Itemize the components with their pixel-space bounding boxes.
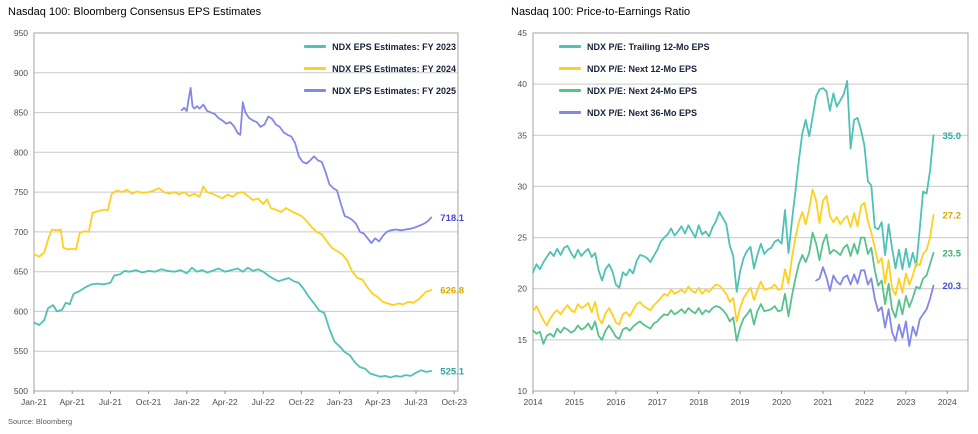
legend-line-swatch [304,45,327,48]
x-tick-label: Jan-23 [327,397,353,407]
eps-estimates-legend: NDX EPS Estimates: FY 2023 NDX EPS Estima… [304,41,456,96]
y-tick-label: 600 [14,306,28,316]
legend-item: NDX P/E: Next 24-Mo EPS [559,85,697,96]
x-tick-label: 2023 [896,397,915,407]
x-tick-label: Jan-21 [21,397,47,407]
x-tick-label: 2022 [855,397,874,407]
series-end-label: 27.2 [943,211,962,222]
source-note: Source: Bloomberg [8,417,73,426]
x-tick-label: 2021 [814,397,833,407]
x-tick-label: 2017 [648,397,667,407]
series-line [815,266,935,347]
x-tick-label: 2014 [524,397,543,407]
y-tick-label: 750 [14,187,28,197]
x-tick-label: Jul-22 [252,397,275,407]
x-tick-label: 2019 [731,397,750,407]
y-tick-label: 500 [14,386,28,396]
y-tick-label: 550 [14,346,28,356]
legend-label: NDX EPS Estimates: FY 2023 [332,41,456,52]
legend-label: NDX EPS Estimates: FY 2024 [332,63,456,74]
y-tick-label: 700 [14,227,28,237]
legend-item: NDX P/E: Next 36-Mo EPS [559,107,697,118]
series-end-label: 20.3 [943,281,962,292]
y-tick-label: 40 [518,79,528,89]
legend-item: NDX EPS Estimates: FY 2024 [304,63,456,74]
pe-ratio-chart-panel: Nasdaq 100: Price-to-Earnings Ratio 10 15… [489,0,978,434]
x-tick-label: Jan-22 [174,397,200,407]
y-tick-label: 30 [518,181,528,191]
y-tick-label: 950 [14,28,28,38]
legend-label: NDX P/E: Next 24-Mo EPS [587,85,698,96]
series-line [33,185,433,307]
legend-label: NDX EPS Estimates: FY 2025 [332,85,456,96]
y-tick-label: 35 [518,130,528,140]
series-line [532,231,935,345]
eps-estimates-chart-panel: Nasdaq 100: Bloomberg Consensus EPS Esti… [8,6,467,426]
chart-title-eps-estimates: Nasdaq 100: Bloomberg Consensus EPS Esti… [8,6,262,18]
legend-line-swatch [559,111,581,114]
legend-label: NDX P/E: Next 12-Mo EPS [587,63,698,74]
series-end-label: 718.1 [440,213,464,224]
x-tick-label: Apr-22 [212,397,238,407]
x-tick-label: Apr-21 [59,397,85,407]
y-tick-label: 25 [518,233,528,243]
plot-frame [33,32,459,392]
y-tick-label: 900 [14,68,28,78]
y-tick-label: 650 [14,267,28,277]
legend-line-swatch [559,67,581,70]
x-tick-label: Jul-21 [99,397,122,407]
legend-item: NDX EPS Estimates: FY 2023 [304,41,456,52]
series-end-label: 525.1 [440,367,464,378]
series-line [532,80,935,293]
series-end-label: 626.8 [440,286,464,297]
pe-ratio-chart: 10 15 20 25 30 35 40 45 2014 2015 2016 2017 2018 2019… [518,28,969,407]
series-end-label: 23.5 [943,248,962,259]
pe-ratio-legend: NDX P/E: Trailing 12-Mo EPS NDX P/E: Next… [559,41,710,118]
x-tick-label: 2016 [606,397,625,407]
eps-estimates-chart: 500 550 600 650 700 750 800 850 900 950 Jan-21 Apr-… [14,28,467,407]
chart-title-pe-ratio: Nasdaq 100: Price-to-Earnings Ratio [511,6,691,18]
legend-item: NDX P/E: Trailing 12-Mo EPS [559,41,710,52]
x-tick-label: Jul-23 [404,397,427,407]
legend-line-swatch [559,89,581,92]
y-tick-label: 20 [518,284,528,294]
y-tick-label: 15 [518,335,528,345]
legend-line-swatch [559,45,581,48]
plot-frame [532,32,969,392]
legend-label: NDX P/E: Trailing 12-Mo EPS [587,41,710,52]
legend-item: NDX P/E: Next 12-Mo EPS [559,63,697,74]
x-tick-label: Oct-21 [136,397,162,407]
x-tick-label: 2024 [938,397,957,407]
y-tick-label: 850 [14,108,28,118]
x-tick-label: 2020 [772,397,791,407]
legend-label: NDX P/E: Next 36-Mo EPS [587,107,698,118]
x-tick-label: 2018 [689,397,708,407]
series-line [33,266,433,379]
x-tick-label: Apr-23 [365,397,391,407]
x-tick-label: Oct-22 [289,397,315,407]
series-line [532,188,935,327]
legend-item: NDX EPS Estimates: FY 2025 [304,85,456,96]
y-tick-label: 45 [518,28,528,38]
series-line [180,87,433,244]
y-tick-label: 800 [14,147,28,157]
series-end-label: 35.0 [943,131,962,142]
x-tick-label: 2015 [565,397,584,407]
legend-line-swatch [304,67,327,70]
legend-line-swatch [304,89,327,92]
y-tick-label: 10 [518,386,528,396]
x-tick-label: Oct-23 [441,397,467,407]
